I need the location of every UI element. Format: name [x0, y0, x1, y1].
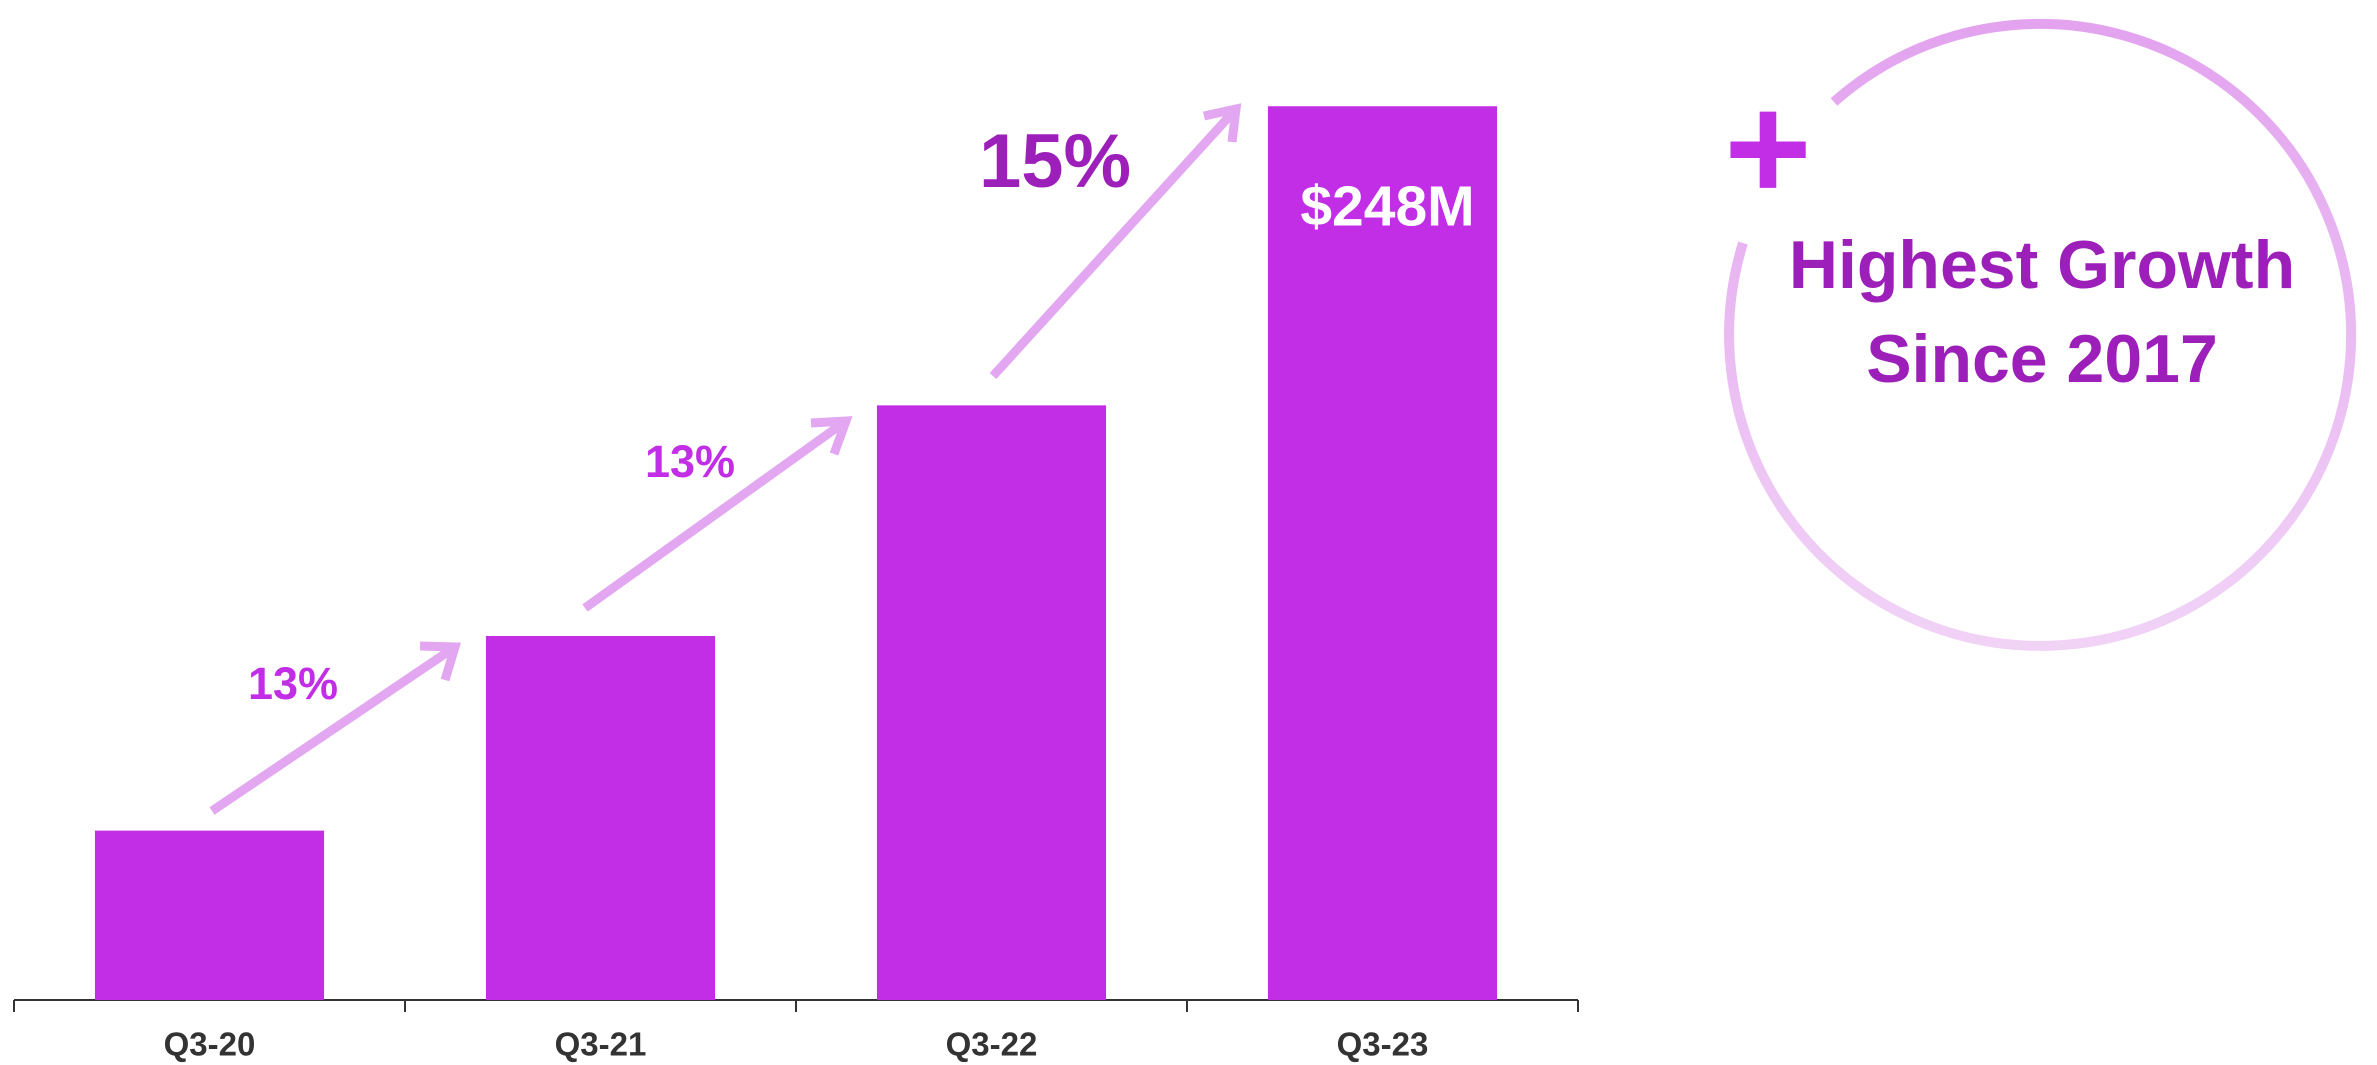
x-tick-label: Q3-22 [946, 1026, 1038, 1063]
x-tick-label: Q3-23 [1337, 1026, 1429, 1063]
arrow [989, 103, 1242, 380]
bar [485, 636, 716, 1000]
x-tick-label: Q3-20 [164, 1026, 256, 1063]
arrow [209, 641, 462, 815]
callout-line: Highest Growth [1789, 227, 2295, 303]
arrow [582, 416, 853, 612]
growth-label: 13% [645, 436, 735, 487]
x-tick-label: Q3-21 [555, 1026, 647, 1063]
callout-line: Since 2017 [1866, 321, 2218, 397]
value-label: $248M [1300, 174, 1474, 238]
growth-label: 13% [248, 658, 338, 709]
growth-label: 15% [979, 119, 1131, 204]
bar [94, 830, 325, 1000]
bar [1267, 106, 1498, 1000]
growth-arrows [209, 103, 1242, 815]
callout-ring [1724, 18, 2357, 651]
plus-sign: + [1724, 64, 1812, 232]
bar [876, 405, 1107, 1001]
